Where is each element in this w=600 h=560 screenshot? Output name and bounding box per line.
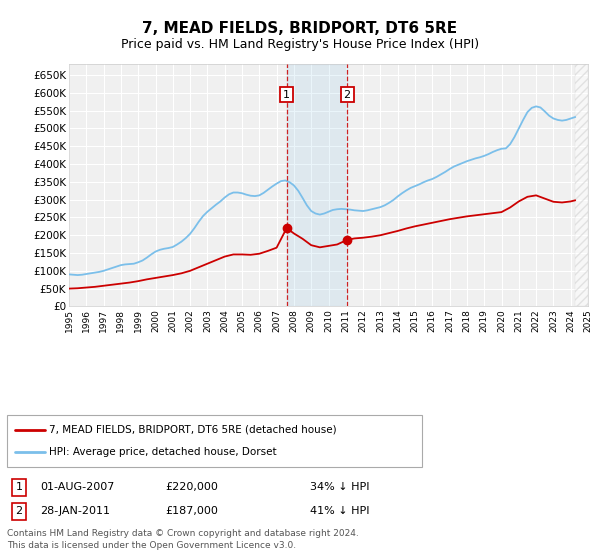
Text: 01-AUG-2007: 01-AUG-2007 bbox=[40, 482, 115, 492]
Text: 41% ↓ HPI: 41% ↓ HPI bbox=[310, 506, 370, 516]
Text: £187,000: £187,000 bbox=[165, 506, 218, 516]
Text: This data is licensed under the Open Government Licence v3.0.: This data is licensed under the Open Gov… bbox=[7, 540, 296, 549]
Text: HPI: Average price, detached house, Dorset: HPI: Average price, detached house, Dors… bbox=[49, 447, 277, 458]
Text: 28-JAN-2011: 28-JAN-2011 bbox=[40, 506, 110, 516]
Text: 2: 2 bbox=[344, 90, 351, 100]
Bar bbox=[287, 64, 347, 306]
Text: Contains HM Land Registry data © Crown copyright and database right 2024.: Contains HM Land Registry data © Crown c… bbox=[7, 529, 359, 538]
Text: 34% ↓ HPI: 34% ↓ HPI bbox=[310, 482, 370, 492]
Text: Price paid vs. HM Land Registry's House Price Index (HPI): Price paid vs. HM Land Registry's House … bbox=[121, 38, 479, 51]
Text: 7, MEAD FIELDS, BRIDPORT, DT6 5RE: 7, MEAD FIELDS, BRIDPORT, DT6 5RE bbox=[142, 21, 458, 36]
Text: £220,000: £220,000 bbox=[165, 482, 218, 492]
FancyBboxPatch shape bbox=[7, 416, 422, 466]
Text: 7, MEAD FIELDS, BRIDPORT, DT6 5RE (detached house): 7, MEAD FIELDS, BRIDPORT, DT6 5RE (detac… bbox=[49, 424, 337, 435]
Text: 1: 1 bbox=[283, 90, 290, 100]
Text: 1: 1 bbox=[16, 482, 23, 492]
Text: 2: 2 bbox=[16, 506, 23, 516]
